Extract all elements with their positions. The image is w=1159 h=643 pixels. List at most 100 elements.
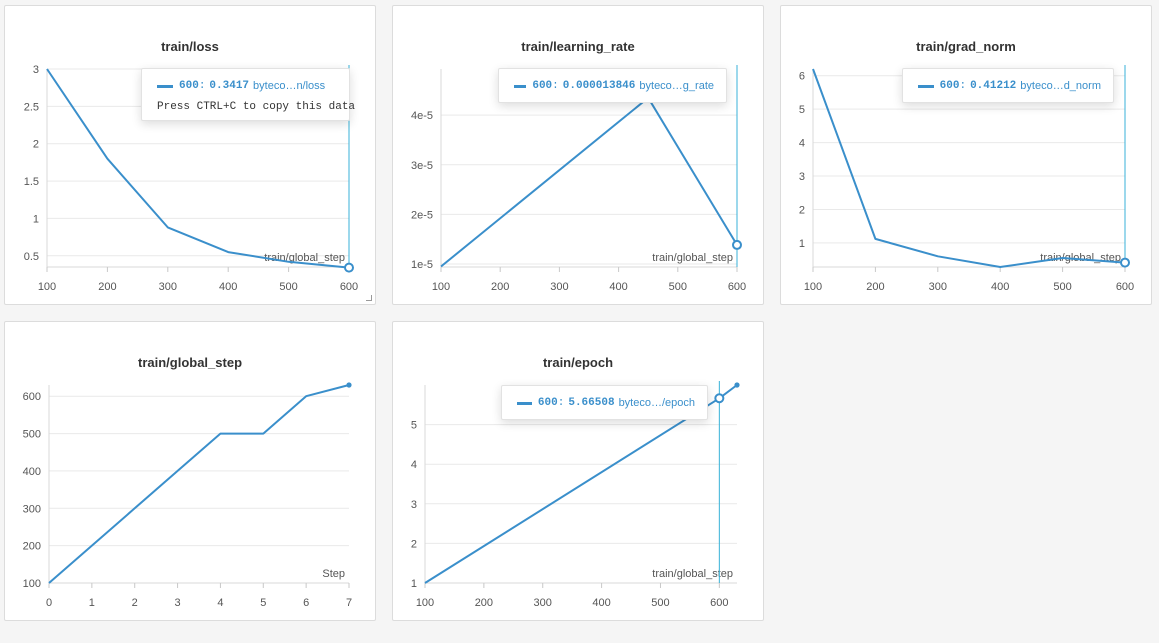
tooltip-separator: : <box>198 80 206 92</box>
x-tick-label: 500 <box>279 281 297 293</box>
chart-tooltip: 600 : 0.000013846 byteco…g_rate <box>498 68 727 103</box>
tooltip-separator: : <box>552 80 559 92</box>
resize-handle-icon[interactable] <box>366 295 372 301</box>
y-tick-label: 0.5 <box>24 251 39 263</box>
chart-panel-loss[interactable]: train/loss 0.5 1 1.5 2 2.5 3 100 200 300 400 500 60… <box>4 5 376 305</box>
x-axis-title: train/global_step <box>652 252 733 264</box>
x-tick-label: 500 <box>651 597 669 609</box>
y-tick-label: 500 <box>23 429 41 441</box>
x-tick-label: 200 <box>475 597 493 609</box>
tooltip-series-name: byteco…/epoch <box>618 397 695 409</box>
x-tick-label: 600 <box>728 281 746 293</box>
y-tick-label: 2e-5 <box>411 209 433 221</box>
legend-swatch <box>514 84 527 88</box>
end-point-marker <box>734 382 740 388</box>
x-axis-title: Step <box>322 568 345 580</box>
y-tick-label: 200 <box>23 541 41 553</box>
x-tick-label: 400 <box>592 597 610 609</box>
tooltip-step: 600 <box>532 80 553 92</box>
x-tick-label: 200 <box>98 281 116 293</box>
global-step-chart[interactable]: 100 200 300 400 500 600 0 1 2 3 4 5 6 7 Step <box>5 322 377 622</box>
tooltip-series-name: byteco…n/loss <box>253 80 326 92</box>
y-tick-label: 5 <box>799 104 805 116</box>
chart-tooltip: 600 : 0.41212 byteco…d_norm <box>902 68 1114 103</box>
y-tick-label: 5 <box>411 420 417 432</box>
y-tick-label: 2 <box>33 139 39 151</box>
tooltip-step: 600 <box>537 397 558 409</box>
y-tick-label: 4 <box>799 138 805 150</box>
x-tick-label: 100 <box>416 597 434 609</box>
y-tick-label: 6 <box>799 71 805 83</box>
tooltip-series-name: byteco…d_norm <box>1020 80 1101 92</box>
series-line[interactable] <box>812 68 1126 268</box>
x-tick-label: 300 <box>534 597 552 609</box>
chart-panel-global-step[interactable]: train/global_step 100 200 300 400 500 600 0 1 2 3… <box>4 321 376 621</box>
hover-point-marker <box>1120 257 1130 268</box>
tooltip-step: 600 <box>179 80 199 92</box>
x-tick-label: 200 <box>866 281 884 293</box>
x-tick-label: 600 <box>1116 281 1134 293</box>
x-tick-label: 100 <box>804 281 822 293</box>
legend-swatch <box>157 84 173 88</box>
tooltip-step: 600 <box>939 80 960 92</box>
y-tick-label: 4e-5 <box>411 110 433 122</box>
x-tick-label: 300 <box>929 281 947 293</box>
x-tick-label: 1 <box>89 597 95 609</box>
x-tick-label: 400 <box>991 281 1009 293</box>
x-axis-title: train/global_step <box>652 568 733 580</box>
y-tick-label: 2 <box>799 204 805 216</box>
chart-tooltip: 600 : 0.3417 byteco…n/loss Press CTRL+C … <box>141 68 356 121</box>
hover-point-marker <box>714 393 725 404</box>
x-tick-label: 300 <box>159 281 177 293</box>
y-tick-label: 3 <box>799 171 805 183</box>
x-tick-label: 5 <box>260 597 266 609</box>
chart-panel-epoch[interactable]: train/epoch 1 2 3 4 5 100 200 300 400 500 600 train… <box>392 321 764 621</box>
hover-point-marker <box>732 239 742 250</box>
x-axis-title: train/global_step <box>264 252 345 264</box>
x-tick-label: 600 <box>340 281 358 293</box>
x-tick-label: 400 <box>219 281 237 293</box>
x-tick-label: 4 <box>217 597 223 609</box>
x-tick-label: 6 <box>303 597 309 609</box>
y-tick-label: 600 <box>23 391 41 403</box>
epoch-chart[interactable]: 1 2 3 4 5 100 200 300 400 500 600 train/global_step <box>393 322 765 622</box>
x-tick-label: 200 <box>491 281 509 293</box>
chart-panel-learning-rate[interactable]: train/learning_rate 1e-5 2e-5 3e-5 4e-5 100 2… <box>392 5 764 305</box>
chart-tooltip: 600 : 5.66508 byteco…/epoch <box>501 385 708 420</box>
series-line[interactable] <box>440 96 738 268</box>
x-tick-label: 2 <box>132 597 138 609</box>
y-tick-label: 400 <box>23 466 41 478</box>
y-tick-label: 3 <box>33 64 39 76</box>
x-tick-label: 500 <box>1053 281 1071 293</box>
x-tick-label: 100 <box>432 281 450 293</box>
legend-swatch <box>517 401 532 405</box>
chart-title: train/epoch <box>542 355 614 370</box>
x-tick-label: 0 <box>46 597 52 609</box>
chart-panel-grad-norm[interactable]: train/grad_norm 1 2 3 4 5 6 100 200 300 400 500 600… <box>780 5 1152 305</box>
tooltip-value: 0.41212 <box>970 80 1017 92</box>
tooltip-series-name: byteco…g_rate <box>639 80 714 92</box>
tooltip-copy-hint: Press CTRL+C to copy this data <box>157 101 356 113</box>
y-tick-label: 1 <box>799 238 805 250</box>
series-line[interactable] <box>46 68 350 269</box>
x-tick-label: 3 <box>175 597 181 609</box>
tooltip-value: 0.000013846 <box>562 80 636 92</box>
y-tick-label: 1 <box>33 213 39 225</box>
legend-swatch <box>918 84 934 88</box>
chart-title: train/global_step <box>137 355 243 370</box>
chart-title: train/learning_rate <box>521 39 635 54</box>
y-tick-label: 4 <box>411 459 417 471</box>
y-tick-label: 1.5 <box>24 176 39 188</box>
y-tick-label: 2 <box>411 538 417 550</box>
x-tick-label: 7 <box>346 597 352 609</box>
y-tick-label: 100 <box>23 578 41 590</box>
x-tick-label: 100 <box>38 281 56 293</box>
series-line[interactable] <box>48 384 350 584</box>
loss-chart[interactable]: 0.5 1 1.5 2 2.5 3 100 200 300 400 500 600 train/glob… <box>5 6 377 306</box>
x-tick-label: 400 <box>609 281 627 293</box>
x-tick-label: 500 <box>669 281 687 293</box>
y-tick-label: 1 <box>411 578 417 590</box>
y-tick-label: 3e-5 <box>411 160 433 172</box>
